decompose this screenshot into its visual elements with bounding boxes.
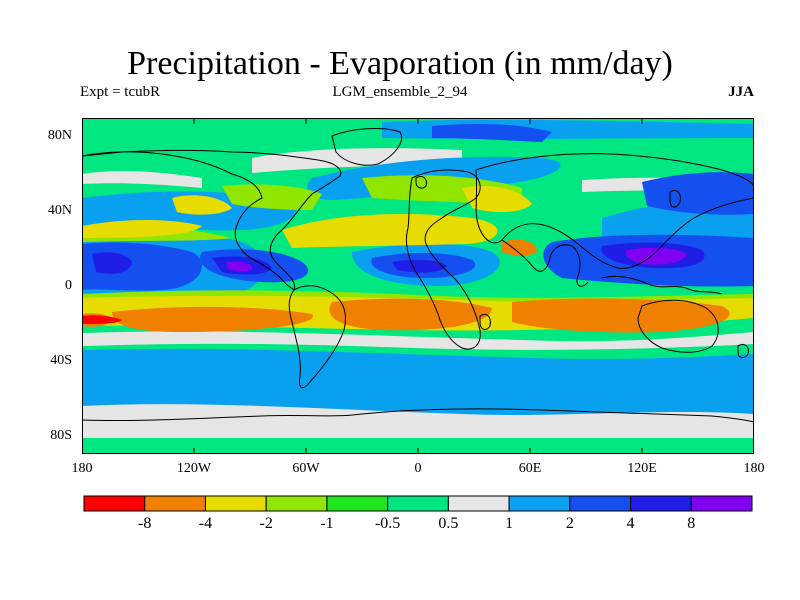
colorbar <box>83 495 753 512</box>
north-america-coast <box>82 150 342 291</box>
lat-label-80n: 80N <box>47 128 72 143</box>
colorbar-swatch <box>204 495 267 512</box>
japan-coast <box>669 189 681 208</box>
arabia-india-coast <box>501 239 589 287</box>
colorbar-label: 2 <box>565 515 574 532</box>
lon-label-120w: 120W <box>176 461 212 476</box>
colorbar-label: 8 <box>687 515 696 532</box>
coastlines <box>82 128 754 423</box>
colorbar-swatch <box>447 495 510 512</box>
uk-coast <box>415 175 427 189</box>
map-frame <box>82 118 754 454</box>
precipitation-evaporation-map <box>82 118 754 454</box>
season-label: JJA <box>728 84 754 100</box>
lon-label-120e: 120E <box>627 461 657 476</box>
band-violet <box>227 247 687 272</box>
maritime-continent-coast <box>601 275 723 295</box>
colorbar-label: 1 <box>505 515 514 532</box>
asia-coast <box>475 153 754 269</box>
colorbar-label: 4 <box>626 515 635 532</box>
ensemble-label: LGM_ensemble_2_94 <box>332 84 468 100</box>
colorbar-swatch <box>144 495 206 512</box>
lat-label-0: 0 <box>65 278 72 293</box>
colorbar-swatch <box>83 495 146 512</box>
colorbar-swatch <box>690 495 753 512</box>
colorbar-swatch <box>508 495 571 512</box>
colorbar-label: -1 <box>320 515 334 532</box>
lat-label-40s: 40S <box>50 353 72 368</box>
lon-label-0: 0 <box>414 461 422 476</box>
madagascar-coast <box>479 313 491 330</box>
colorbar-label: -4 <box>198 515 213 532</box>
lon-label-60w: 60W <box>292 461 320 476</box>
experiment-label: Expt = tcubR <box>80 84 161 100</box>
chart-title: Precipitation - Evaporation (in mm/day) <box>127 45 673 82</box>
australia-coast <box>637 299 719 353</box>
europe-africa-coast <box>405 169 481 350</box>
lon-label-60e: 60E <box>518 461 542 476</box>
colorbar-label: -2 <box>259 515 273 532</box>
colorbar-swatch <box>326 495 389 512</box>
lat-label-80s: 80S <box>50 428 72 443</box>
colorbar-swatch <box>569 495 632 512</box>
band-red <box>82 315 122 324</box>
colorbar-label: 0.5 <box>438 515 459 532</box>
lat-label-40n: 40N <box>47 203 72 218</box>
greenland-coast <box>331 128 402 166</box>
antarctica-coast <box>82 408 754 423</box>
lon-label-180w: 180 <box>71 461 93 476</box>
colorbar-swatch <box>630 495 692 512</box>
colorbar-label: -8 <box>138 515 152 532</box>
south-america-coast <box>288 285 346 389</box>
colorbar-swatch <box>265 495 328 512</box>
band-orange <box>82 239 730 333</box>
colorbar-label: -0.5 <box>374 515 401 532</box>
colorbar-swatch <box>387 495 449 512</box>
new-zealand-coast <box>737 343 749 359</box>
lon-label-180e: 180 <box>743 461 765 476</box>
